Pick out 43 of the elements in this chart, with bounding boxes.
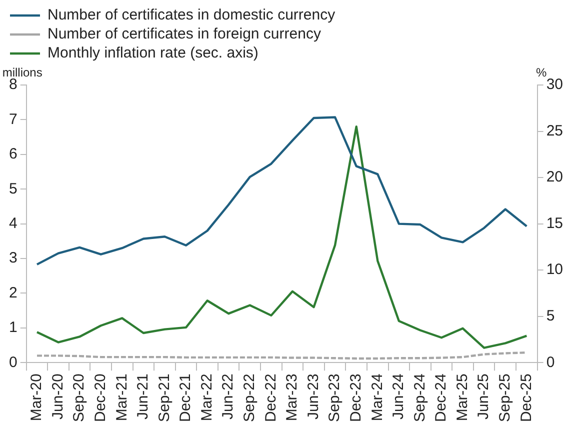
y-tick-label: 0 xyxy=(9,354,18,371)
legend-label: Number of certificates in foreign currency xyxy=(48,26,322,43)
y-tick-label: 3 xyxy=(9,250,18,267)
x-tick-label: Dec-22 xyxy=(262,374,280,422)
x-tick-label: Jun-20 xyxy=(49,374,66,420)
y-tick-label: 4 xyxy=(9,214,18,232)
x-tick-label: Mar-20 xyxy=(28,374,46,422)
y2-tick-label: 25 xyxy=(546,122,564,140)
x-tick-label: Sep-20 xyxy=(70,374,88,422)
x-tick-label: Sep-24 xyxy=(411,374,428,422)
x-tick-label: Mar-23 xyxy=(284,374,301,422)
x-tick-label: Jun-25 xyxy=(475,374,492,420)
y-tick-label: 6 xyxy=(9,146,18,163)
x-tick-label: Jun-22 xyxy=(220,374,237,420)
y2-tick-label: 20 xyxy=(546,168,564,186)
y2-tick-label: 5 xyxy=(546,308,555,324)
y-tick-label: 7 xyxy=(9,110,18,128)
x-tick-label: Dec-20 xyxy=(92,374,109,422)
x-tick-label: Jun-24 xyxy=(390,374,408,420)
y2-tick-label: 15 xyxy=(546,214,564,232)
x-tick-label: Mar-25 xyxy=(454,374,471,422)
x-tick-label: Sep-25 xyxy=(496,374,514,422)
y2-tick-label: 10 xyxy=(546,261,564,278)
x-tick-label: Dec-24 xyxy=(432,374,450,422)
x-tick-label: Sep-23 xyxy=(326,374,344,422)
y2-tick-label: 30 xyxy=(546,76,564,94)
x-tick-label: Dec-25 xyxy=(518,374,535,422)
legend-label: Number of certificates in domestic currency xyxy=(48,6,336,24)
x-tick-label: Sep-21 xyxy=(156,374,173,422)
y-tick-label: 2 xyxy=(9,284,18,302)
x-tick-label: Mar-24 xyxy=(368,374,386,422)
x-tick-label: Mar-21 xyxy=(113,374,130,422)
x-tick-label: Jun-21 xyxy=(134,374,152,420)
x-tick-label: Sep-22 xyxy=(241,374,258,422)
legend-label: Monthly inflation rate (sec. axis) xyxy=(48,44,258,62)
y2-axis-title: % xyxy=(536,65,547,80)
x-tick-label: Dec-21 xyxy=(177,374,194,422)
y-tick-label: 5 xyxy=(9,180,18,198)
x-tick-label: Dec-23 xyxy=(347,374,364,422)
x-tick-label: Jun-23 xyxy=(304,374,322,420)
y2-tick-label: 0 xyxy=(546,354,555,371)
x-tick-label: Mar-22 xyxy=(198,374,216,422)
y-tick-label: 1 xyxy=(9,319,18,336)
